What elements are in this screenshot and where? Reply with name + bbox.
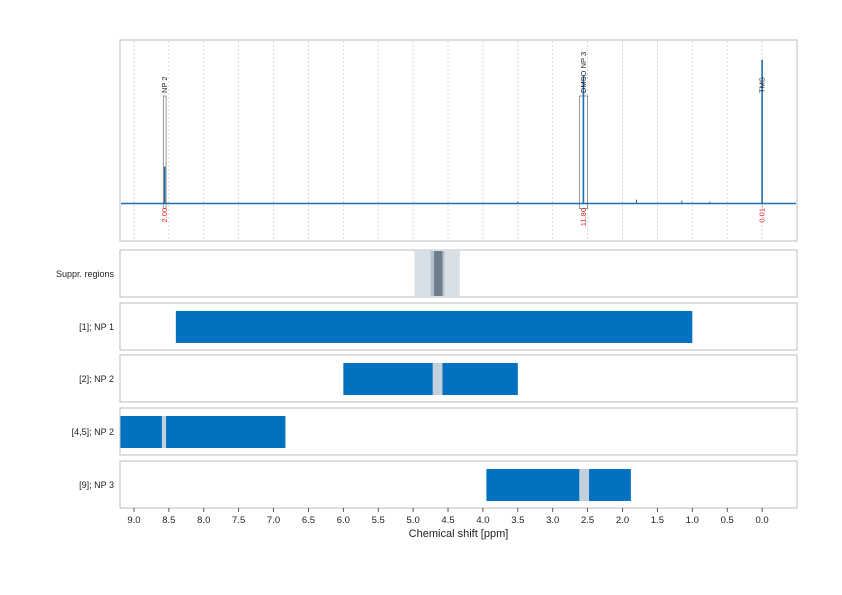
x-tick-label: 3.5	[511, 515, 524, 526]
x-tick-label: 1.5	[651, 515, 664, 526]
x-axis: 9.0 8.5 8.0 7.5 7.0 6.5 6.0 5.5 5.0 4.5 4.0 3.5 3.0 2…	[127, 508, 769, 526]
region-bar	[175, 311, 693, 343]
region-bar	[343, 363, 518, 395]
x-tick-label: 8.0	[197, 515, 210, 526]
region-bar	[486, 469, 631, 501]
x-tick-label: 4.5	[441, 515, 454, 526]
x-tick-label: 1.0	[686, 515, 699, 526]
x-tick-label: 6.5	[302, 515, 315, 526]
region-gap	[161, 416, 167, 448]
integral-label: 0.01	[758, 208, 767, 223]
integral-label: 11.80	[579, 208, 588, 226]
peak-label: TMS	[758, 77, 767, 93]
spectrum-panel	[119, 39, 798, 242]
region-gap	[432, 363, 443, 395]
x-tick-label: 8.5	[162, 515, 175, 526]
region-bar	[120, 416, 286, 448]
x-tick-label: 4.0	[476, 515, 489, 526]
suppression-band	[434, 251, 443, 296]
track-label: Suppr. regions	[56, 269, 115, 279]
peak-label: NP 2	[160, 76, 169, 93]
x-tick-label: 6.0	[337, 515, 350, 526]
x-tick-label: 7.0	[267, 515, 280, 526]
x-tick-label: 0.5	[721, 515, 734, 526]
x-tick-label: 5.0	[407, 515, 420, 526]
track-label: [9]; NP 3	[79, 480, 114, 490]
track-label: [1]; NP 1	[79, 322, 114, 332]
integral-label: 2.00	[160, 208, 169, 223]
x-axis-title: Chemical shift [ppm]	[409, 528, 509, 540]
peak-label: DMSO NP 3	[579, 52, 588, 93]
spectrum-plot: NP 2 2.00 DMSO NP 3 11.80 TMS 0.01	[121, 52, 796, 226]
x-tick-label: 9.0	[127, 515, 140, 526]
region-gap	[579, 469, 590, 501]
x-tick-label: 0.0	[755, 515, 768, 526]
track-label: [2]; NP 2	[79, 374, 114, 384]
x-tick-label: 2.5	[581, 515, 594, 526]
x-tick-label: 3.0	[546, 515, 559, 526]
x-tick-label: 5.5	[372, 515, 385, 526]
track-label: [4,5]; NP 2	[72, 427, 114, 437]
track-panel	[119, 460, 798, 509]
x-tick-label: 7.5	[232, 515, 245, 526]
region-tracks: Suppr. regions [1]; NP 1 [2]; NP 2 [4,5]; N…	[56, 249, 798, 509]
x-tick-label: 2.0	[616, 515, 629, 526]
peak-group-box	[162, 95, 167, 209]
